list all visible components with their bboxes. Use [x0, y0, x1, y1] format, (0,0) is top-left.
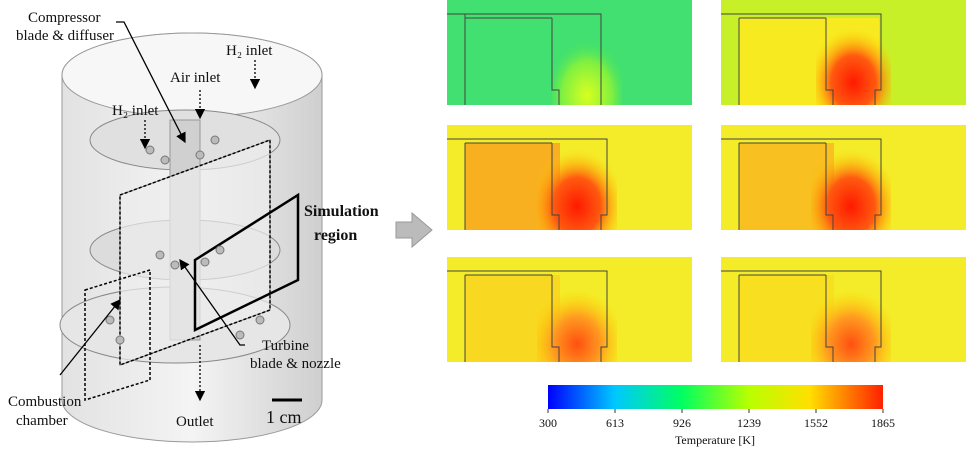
colorbar [548, 385, 883, 409]
panel [447, 125, 692, 230]
label-air-inlet: Air inlet [170, 70, 221, 86]
colorbar-label: Temperature [K] [675, 433, 755, 447]
colorbar-tick-label: 1552 [804, 416, 828, 430]
panel [447, 0, 692, 105]
panel [721, 0, 966, 105]
arrow [396, 213, 432, 247]
figure: Compressor blade & diffuser H₂ inlet Air… [0, 0, 967, 451]
label-compressor: blade & diffuser [16, 28, 114, 44]
colorbar-tick-label: 1865 [871, 416, 895, 430]
page: Compressor blade & diffuser H₂ inlet Air… [0, 0, 967, 451]
label-turbine: Turbine [262, 338, 309, 354]
label-compressor: Compressor [28, 10, 101, 26]
colorbar-tick-label: 300 [539, 416, 557, 430]
label-combustion: Combustion [8, 394, 82, 410]
label-turbine: blade & nozzle [250, 356, 341, 372]
label-scale: 1 cm [266, 407, 302, 427]
colorbar-tick-label: 613 [606, 416, 624, 430]
label-h2-inlet: H₂ inlet [112, 103, 159, 119]
panel [721, 125, 966, 230]
label-simulation-region: region [314, 227, 357, 244]
panel [721, 257, 966, 362]
label-h2-inlet: H₂ inlet [226, 43, 273, 59]
panel [447, 257, 692, 362]
label-simulation-region: Simulation [304, 203, 379, 220]
contour-panels [447, 0, 966, 362]
label-outlet: Outlet [176, 414, 214, 430]
label-combustion: chamber [16, 413, 68, 429]
colorbar-tick-label: 1239 [737, 416, 761, 430]
colorbar-tick-label: 926 [673, 416, 691, 430]
